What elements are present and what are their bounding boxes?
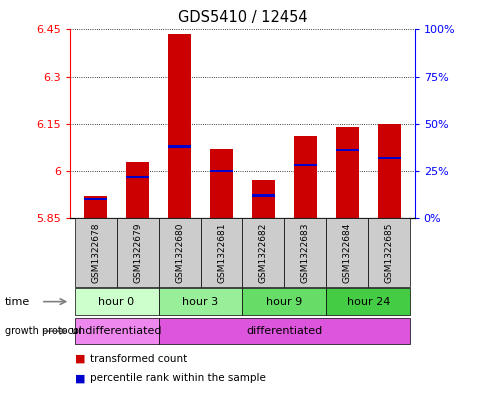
FancyBboxPatch shape: [158, 218, 200, 287]
FancyBboxPatch shape: [158, 288, 242, 315]
Bar: [377, 157, 400, 159]
Text: hour 24: hour 24: [346, 297, 389, 307]
Text: GDS5410 / 12454: GDS5410 / 12454: [177, 10, 307, 25]
Text: hour 3: hour 3: [182, 297, 218, 307]
Bar: [377, 124, 400, 218]
Text: undifferentiated: undifferentiated: [71, 326, 162, 336]
FancyBboxPatch shape: [116, 218, 158, 287]
Bar: [251, 180, 274, 218]
Bar: [210, 170, 233, 172]
Text: GSM1322679: GSM1322679: [133, 222, 142, 283]
Bar: [335, 149, 358, 151]
FancyBboxPatch shape: [75, 288, 158, 315]
Text: transformed count: transformed count: [90, 354, 187, 364]
FancyBboxPatch shape: [200, 218, 242, 287]
FancyBboxPatch shape: [326, 288, 409, 315]
FancyBboxPatch shape: [284, 218, 326, 287]
Text: GSM1322681: GSM1322681: [216, 222, 226, 283]
Text: GSM1322685: GSM1322685: [384, 222, 393, 283]
Bar: [335, 127, 358, 218]
Text: GSM1322684: GSM1322684: [342, 222, 351, 283]
Bar: [126, 176, 149, 178]
Text: GSM1322683: GSM1322683: [301, 222, 309, 283]
Bar: [293, 136, 317, 218]
Text: GSM1322680: GSM1322680: [175, 222, 183, 283]
Text: differentiated: differentiated: [246, 326, 322, 336]
Text: hour 9: hour 9: [266, 297, 302, 307]
Bar: [126, 162, 149, 218]
FancyBboxPatch shape: [75, 218, 116, 287]
Bar: [84, 198, 107, 200]
Text: hour 0: hour 0: [98, 297, 134, 307]
FancyBboxPatch shape: [326, 218, 368, 287]
Bar: [84, 196, 107, 218]
Bar: [167, 145, 191, 147]
Text: ■: ■: [75, 354, 86, 364]
Text: time: time: [5, 297, 30, 307]
Text: ■: ■: [75, 373, 86, 383]
Text: growth protocol: growth protocol: [5, 326, 81, 336]
Text: GSM1322682: GSM1322682: [258, 222, 268, 283]
Bar: [167, 34, 191, 218]
Bar: [293, 164, 317, 166]
Text: percentile rank within the sample: percentile rank within the sample: [90, 373, 265, 383]
Bar: [210, 149, 233, 218]
FancyBboxPatch shape: [368, 218, 409, 287]
FancyBboxPatch shape: [75, 318, 158, 344]
Text: GSM1322678: GSM1322678: [91, 222, 100, 283]
FancyBboxPatch shape: [242, 288, 326, 315]
Bar: [251, 195, 274, 196]
FancyBboxPatch shape: [158, 318, 409, 344]
FancyBboxPatch shape: [242, 218, 284, 287]
